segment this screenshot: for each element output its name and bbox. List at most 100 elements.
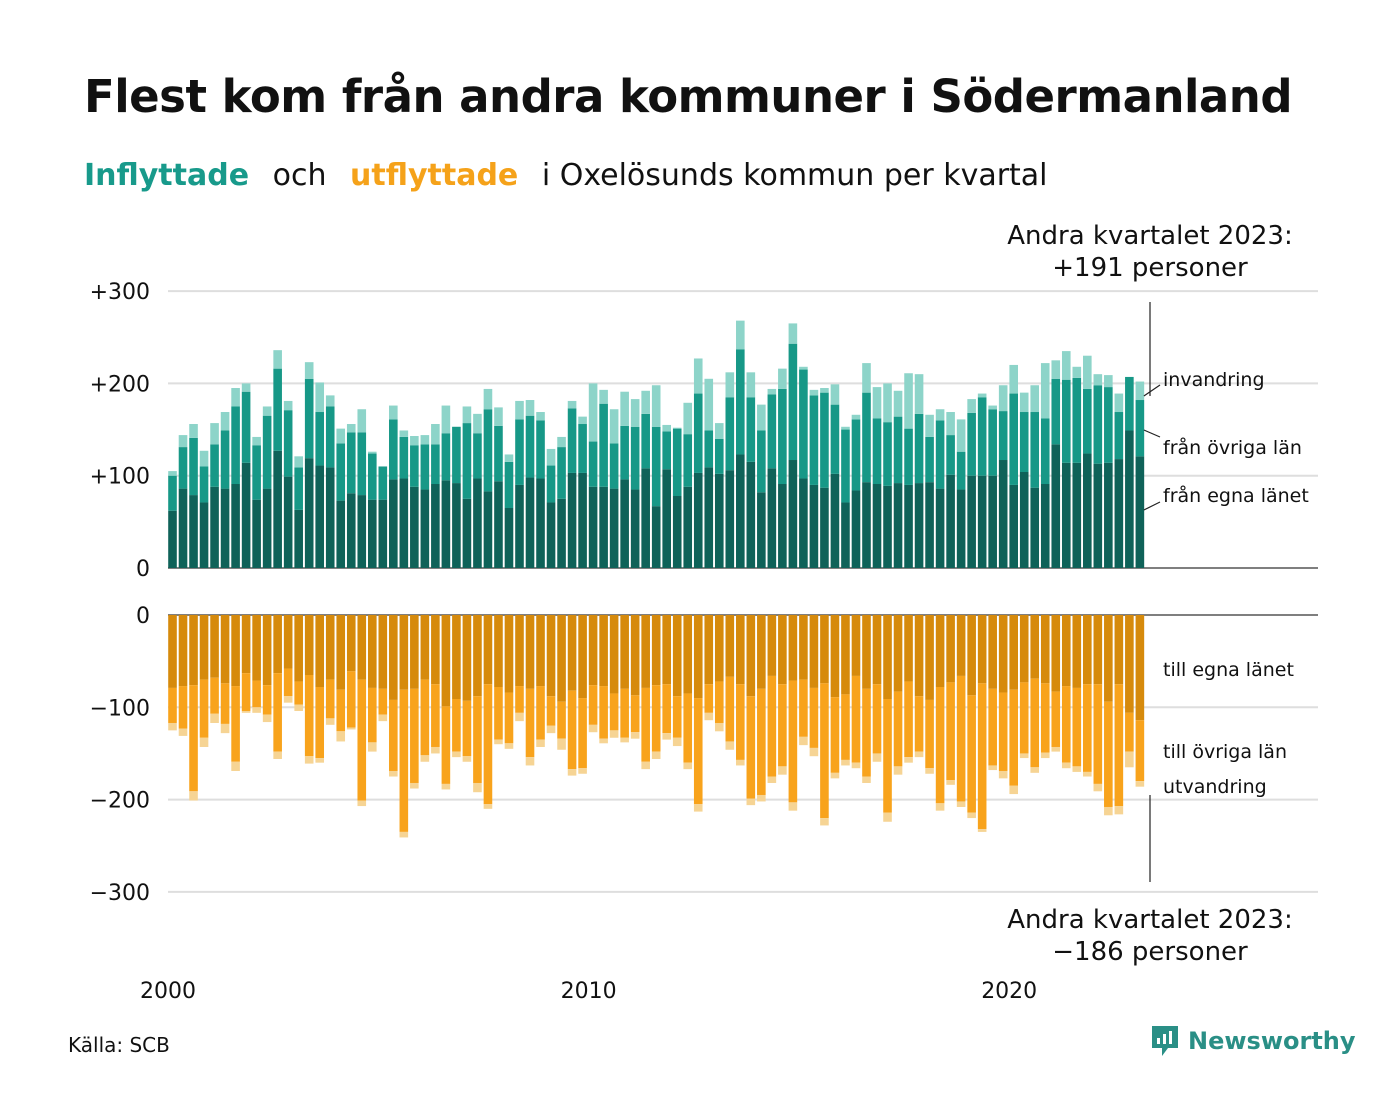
bar-upper-2 (693, 358, 703, 394)
bar-upper-0 (883, 485, 892, 568)
bar-upper-1 (672, 428, 682, 497)
bar-lower-2 (1072, 766, 1082, 772)
bar-lower-0 (483, 615, 493, 685)
bar-lower-2 (820, 818, 829, 826)
bar-lower-2 (946, 780, 955, 785)
bar-upper-2 (578, 416, 587, 425)
bar-lower-0 (441, 615, 451, 707)
bar-upper-1 (893, 416, 903, 484)
bar-upper-0 (1104, 462, 1113, 568)
bar-upper-1 (925, 436, 934, 483)
bar-lower-1 (378, 688, 388, 715)
bar-upper-1 (536, 420, 545, 479)
x-tick-label: 2020 (981, 979, 1037, 1004)
bar-lower-0 (536, 615, 545, 687)
bar-lower-2 (609, 730, 619, 738)
bar-upper-2 (515, 400, 524, 420)
bar-lower-2 (746, 798, 756, 806)
bar-lower-0 (1104, 615, 1113, 702)
bar-upper-2 (736, 320, 745, 350)
bar-upper-0 (336, 500, 346, 568)
bar-upper-1 (883, 422, 892, 486)
bar-lower-0 (683, 615, 693, 694)
bar-upper-2 (262, 406, 272, 416)
bar-upper-1 (410, 445, 419, 487)
bar-lower-0 (988, 615, 997, 689)
bar-upper-2 (630, 399, 640, 427)
bar-upper-2 (357, 409, 367, 433)
bar-lower-2 (809, 747, 819, 757)
bar-upper-1 (546, 465, 556, 503)
bar-lower-1 (672, 696, 682, 738)
bar-lower-2 (778, 766, 787, 775)
bar-lower-2 (956, 801, 966, 807)
bar-upper-0 (357, 495, 367, 568)
bar-upper-0 (672, 496, 682, 568)
bar-lower-0 (210, 615, 219, 678)
bar-upper-2 (325, 395, 335, 407)
bar-lower-0 (1040, 615, 1050, 684)
bar-upper-0 (588, 486, 598, 568)
bar-lower-1 (1125, 712, 1134, 752)
bar-lower-0 (1030, 615, 1040, 679)
bar-upper-2 (609, 409, 619, 444)
bar-lower-2 (452, 751, 461, 758)
bar-upper-2 (778, 368, 787, 389)
bar-upper-2 (410, 436, 419, 446)
bar-lower-2 (273, 751, 282, 759)
bar-lower-1 (346, 671, 356, 728)
bar-lower-1 (620, 688, 629, 738)
bar-lower-2 (872, 753, 882, 762)
subtitle-utflyttade: utflyttade (350, 158, 519, 193)
bar-upper-0 (630, 489, 640, 568)
bar-lower-2 (578, 768, 587, 774)
annotation-top-line2: +191 personer (1052, 253, 1248, 283)
bar-upper-0 (262, 488, 272, 568)
bar-upper-0 (935, 488, 945, 568)
bar-upper-1 (452, 426, 461, 484)
bar-lower-0 (872, 615, 882, 685)
bar-lower-1 (977, 683, 987, 830)
bar-upper-2 (189, 424, 198, 438)
bar-upper-0 (609, 488, 619, 568)
bar-lower-2 (515, 712, 524, 722)
bar-lower-1 (588, 685, 598, 725)
y-tick-label-lower: −300 (90, 881, 150, 906)
bar-lower-2 (283, 696, 293, 703)
bar-upper-0 (252, 499, 261, 568)
bar-lower-0 (704, 615, 714, 685)
label-layer: invandring från övriga län från egna länet… (1143, 302, 1309, 882)
bar-upper-0 (725, 470, 735, 568)
bar-lower-0 (746, 615, 756, 697)
bar-upper-0 (956, 489, 966, 568)
bar-upper-0 (662, 469, 672, 568)
bar-lower-0 (1051, 615, 1061, 692)
bar-upper-1 (241, 391, 251, 463)
y-tick-label-upper: +300 (90, 280, 150, 305)
bar-lower-2 (336, 731, 346, 742)
bar-lower-2 (883, 812, 892, 822)
bar-lower-2 (1051, 746, 1061, 752)
bar-lower-2 (325, 718, 335, 725)
bar-lower-2 (546, 725, 556, 734)
bar-upper-1 (830, 404, 840, 474)
source-note: Källa: SCB (68, 1033, 170, 1057)
bar-upper-0 (872, 484, 882, 568)
bar-upper-2 (588, 383, 598, 442)
series-label-leader (1143, 501, 1161, 511)
bar-lower-0 (830, 615, 840, 698)
bar-lower-1 (693, 698, 703, 805)
bar-upper-0 (620, 479, 629, 568)
bar-upper-2 (757, 404, 766, 431)
bar-lower-1 (757, 688, 766, 795)
bar-lower-0 (220, 615, 230, 684)
bar-lower-1 (967, 695, 976, 813)
bar-upper-1 (431, 444, 440, 485)
bar-upper-1 (841, 429, 850, 503)
bar-upper-2 (367, 451, 377, 454)
bar-lower-1 (851, 675, 861, 763)
bar-lower-1 (1093, 684, 1103, 784)
bar-upper-1 (189, 437, 198, 496)
bar-lower-0 (714, 615, 724, 682)
subtitle-och: och (272, 158, 327, 193)
